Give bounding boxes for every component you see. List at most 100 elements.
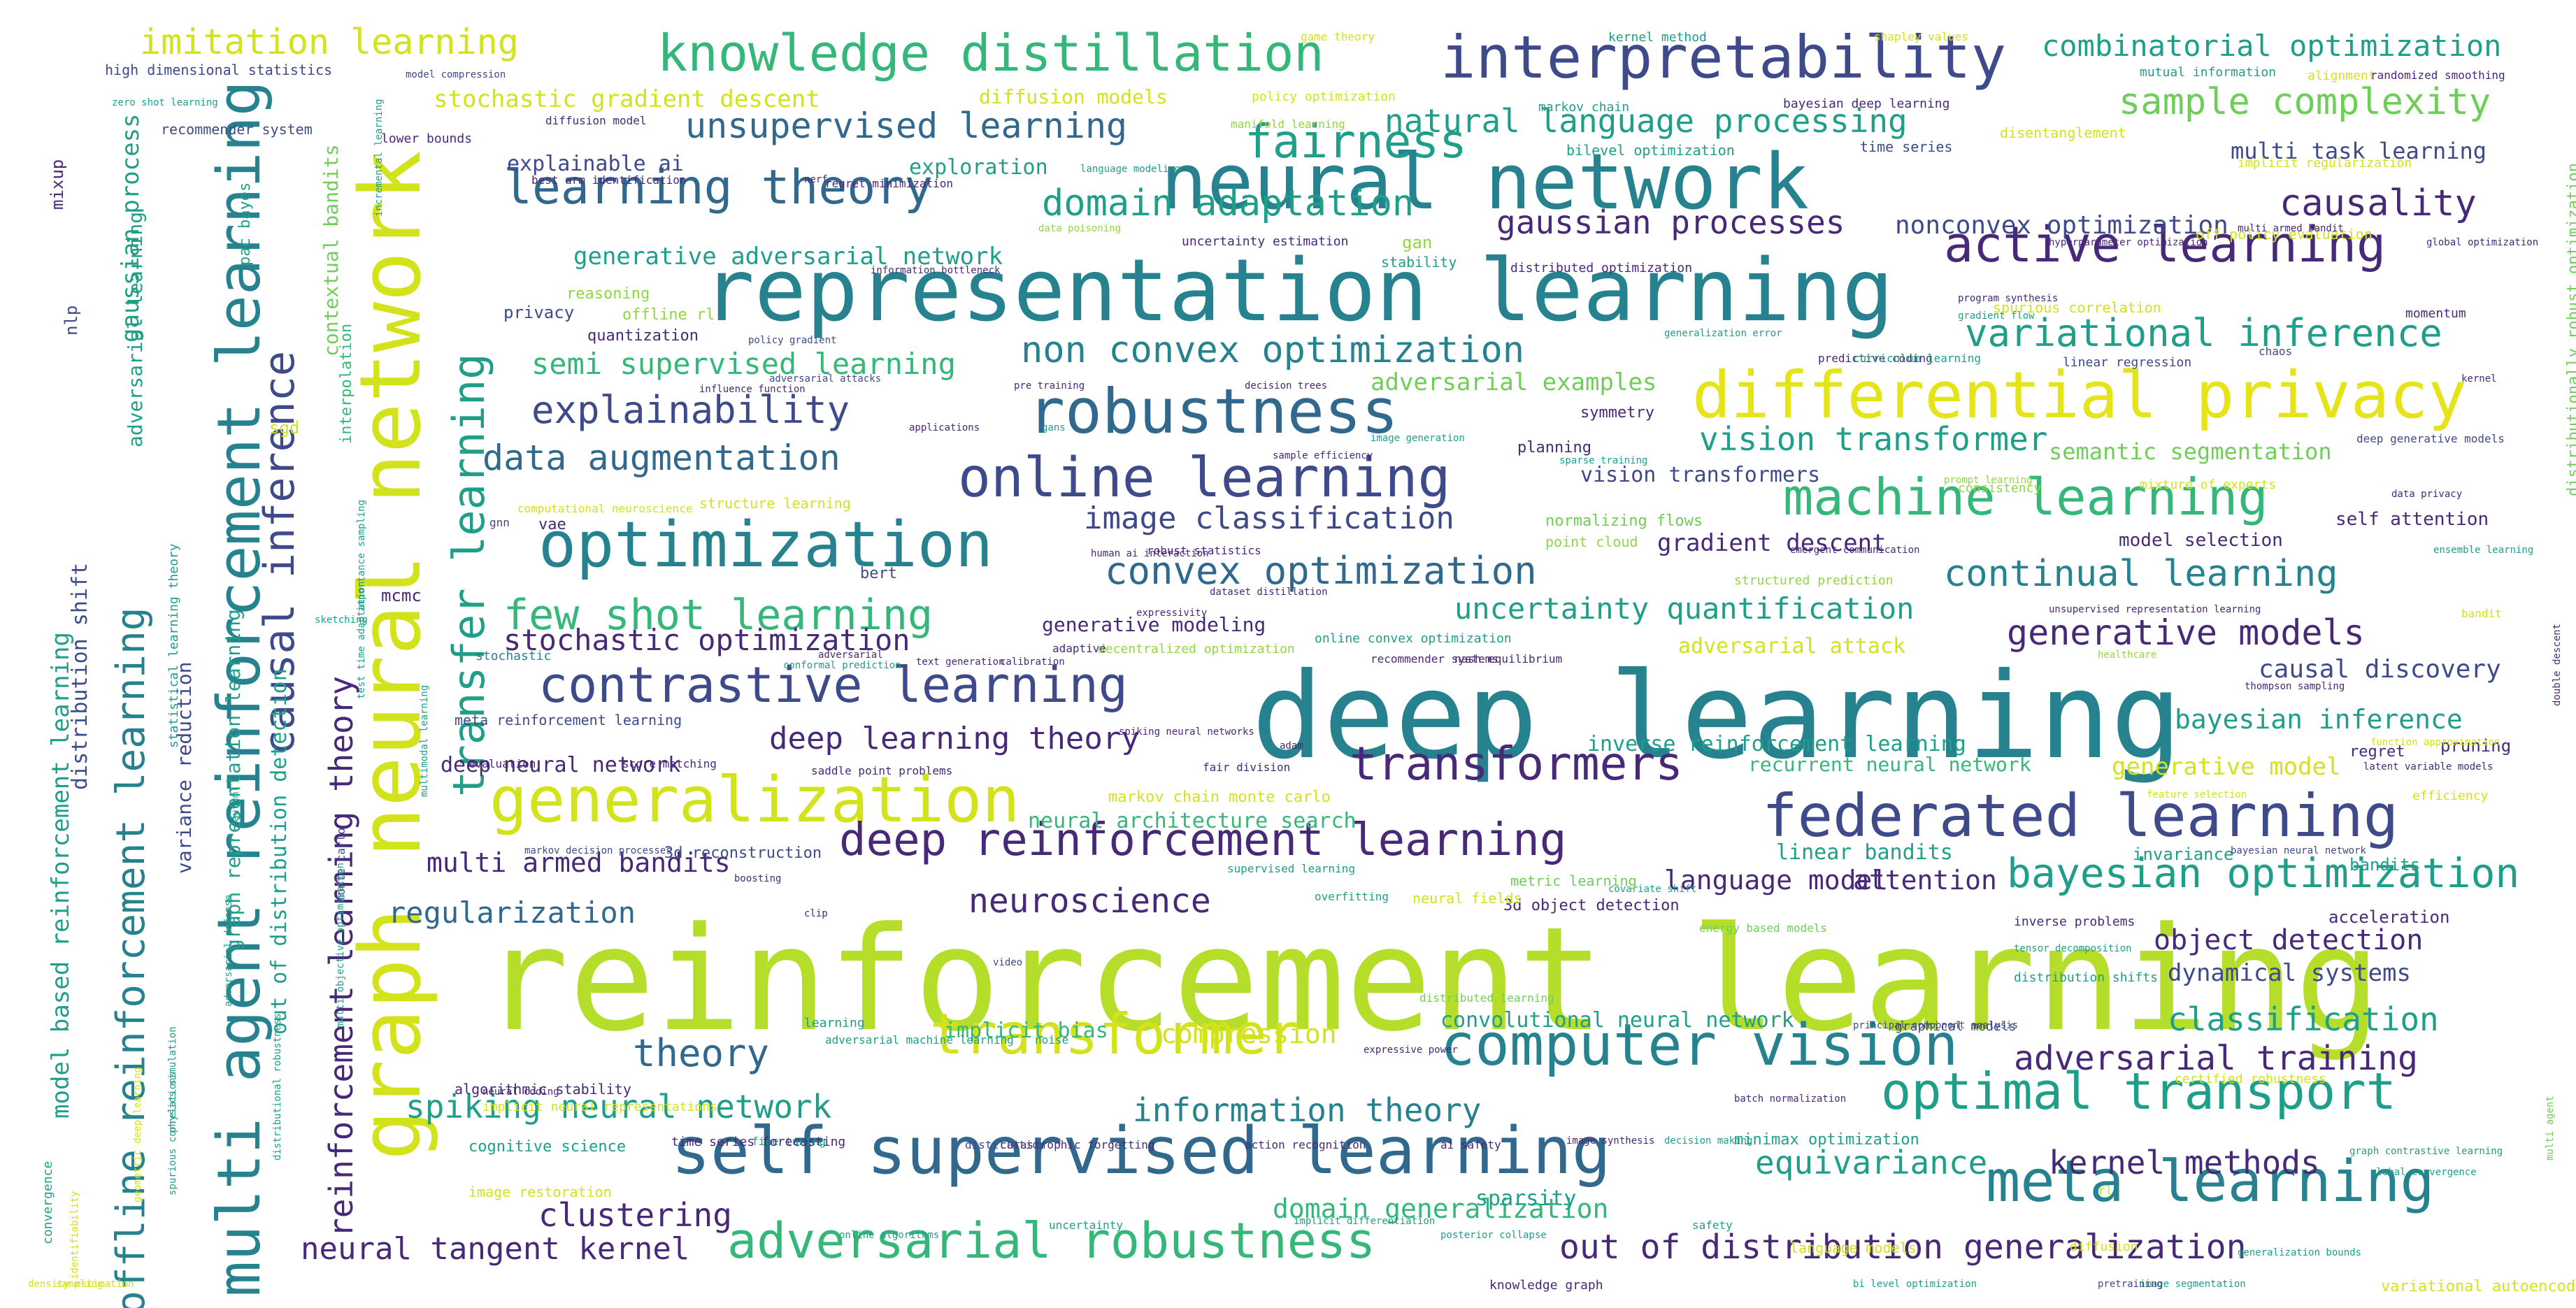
word-cloud-term: online learning (958, 447, 1451, 510)
word-cloud-term: sparsity (1475, 1186, 1577, 1211)
word-cloud-term: neural coding (482, 1086, 559, 1098)
word-cloud-term: adversarial attacks (769, 373, 882, 385)
word-cloud-term: distributional robustness (272, 1013, 283, 1160)
word-cloud-term: self attention (2335, 509, 2489, 530)
word-cloud-term: bilevel optimization (1566, 142, 1735, 159)
word-cloud-term: reasoning (566, 285, 650, 303)
word-cloud-term: pruning (2440, 736, 2512, 756)
word-cloud-term: point cloud (1545, 533, 1638, 550)
word-cloud-term: mixup (48, 159, 67, 210)
word-cloud-term: principal component analysis (1853, 1020, 2019, 1031)
word-cloud-term: spiking neural network (406, 1088, 832, 1126)
word-cloud-term: noise (1035, 1033, 1069, 1047)
word-cloud-term: inverse reinforcement learning (1587, 732, 1966, 756)
word-cloud-term: meta learning (1986, 1149, 2435, 1215)
word-cloud-term: domain adaptation (1042, 182, 1415, 224)
word-cloud-term: combinatorial optimization (2042, 29, 2502, 63)
word-cloud-term: identifiability (69, 1191, 80, 1279)
word-cloud-term: 3d object detection (1503, 897, 1680, 914)
word-cloud-term: semi supervised learning (531, 347, 956, 381)
word-cloud-term: multimodal learning (419, 684, 430, 797)
word-cloud-term: adversarial learning (124, 211, 147, 447)
word-cloud-term: vision transformers (1580, 463, 1821, 487)
word-cloud-term: adversarial machine learning (825, 1033, 1014, 1047)
word-cloud-term: data poisoning (1038, 223, 1122, 234)
word-cloud-term: language model (1664, 865, 1889, 896)
word-cloud-term: high dimensional statistics (105, 62, 333, 78)
word-cloud-term: prompt learning (1944, 475, 2033, 486)
word-cloud-term: consistency (1958, 481, 2042, 496)
word-cloud-term: hyperparameter optimization (2049, 237, 2208, 248)
word-cloud-term: predictive coding (1818, 352, 1933, 365)
word-cloud-term: nash equilibrium (1454, 652, 1563, 666)
word-cloud-term: regret (2349, 743, 2405, 761)
word-cloud-term: decentralized optimization (1098, 642, 1295, 656)
word-cloud-term: global convergence (2370, 1167, 2477, 1178)
word-cloud-term: adversarial training (2014, 1039, 2418, 1078)
word-cloud-term: metric learning (1510, 872, 1637, 889)
word-cloud-term: chaos (2259, 345, 2293, 358)
word-cloud-term: uncertainty quantification (1454, 591, 1915, 626)
word-cloud-term: linear regression (2063, 355, 2192, 370)
word-cloud-term: bert (860, 565, 897, 582)
word-cloud-term: boosting (734, 873, 782, 884)
word-cloud-term: federated learning (1762, 782, 2399, 850)
word-cloud-term: decision making (1664, 1135, 1753, 1147)
word-cloud-term: time series (1860, 138, 1953, 155)
word-cloud-term: sparse training (1559, 455, 1648, 466)
word-cloud-term: uncertainty (1049, 1219, 1123, 1232)
word-cloud-term: incremental learning (373, 99, 385, 217)
word-cloud-term: human ai interaction (1091, 548, 1209, 559)
word-cloud-term: influence function (699, 384, 806, 395)
word-cloud-term: emergent communication (1790, 545, 1920, 556)
word-cloud-term: kernel method (1608, 30, 1707, 45)
word-cloud-term: pretraining (2098, 1279, 2163, 1290)
word-cloud-term: ai safety (1440, 1138, 1501, 1151)
word-cloud-term: gaussian processes (1496, 203, 1845, 241)
word-cloud-term: safety (1692, 1219, 1733, 1232)
word-cloud-term: image segmentation (2140, 1279, 2246, 1290)
word-cloud-term: privacy (503, 303, 575, 322)
word-cloud-term: convex optimization (1105, 549, 1537, 593)
word-cloud-term: overfitting (1315, 890, 1389, 903)
word-cloud-term: 3d reconstruction (664, 845, 822, 862)
word-cloud-term: variational autoencoder (2381, 1278, 2576, 1295)
word-cloud-term: online algorithms (839, 1230, 940, 1241)
word-cloud-term: randomized smoothing (2370, 69, 2505, 82)
word-cloud-term: action recognition (1245, 1138, 1366, 1151)
word-cloud-term: off policy evaluation (2196, 226, 2373, 243)
word-cloud-term: deep learning theory (769, 721, 1140, 756)
word-cloud-term: contrastive learning (538, 656, 1128, 714)
word-cloud-term: symmetry (1580, 404, 1654, 422)
word-cloud-term: gan (1402, 233, 1433, 252)
word-cloud-term: quantization (587, 327, 699, 345)
word-cloud-term: neuroscience (968, 882, 1211, 921)
word-cloud-term: markov chain (1538, 100, 1630, 115)
word-cloud-term: mixture of experts (2140, 477, 2277, 492)
word-cloud-term: offline rl (622, 306, 715, 324)
word-cloud-term: neural fields (1412, 890, 1522, 907)
word-cloud-term: continual learning (1944, 553, 2338, 595)
word-cloud-term: equivariance (1755, 1144, 1988, 1181)
word-cloud-term: feature selection (2147, 789, 2247, 800)
word-cloud-term: stability (1381, 254, 1457, 271)
word-cloud-term: compression (1161, 1019, 1337, 1049)
word-cloud-term: distribution shift (68, 562, 92, 790)
word-cloud-term: diffusion model (545, 114, 647, 127)
word-cloud-term: diffusion (2070, 1239, 2138, 1254)
word-cloud-term: out of distribution generalization (1559, 1228, 2247, 1267)
word-cloud-term: language modeling (1080, 164, 1181, 175)
word-cloud-term: catastrophic forgetting (1000, 1138, 1155, 1151)
word-cloud-term: normalizing flows (1545, 512, 1703, 530)
word-cloud-term: calibration (1000, 656, 1065, 668)
word-cloud-term: tensor decomposition (2014, 943, 2132, 954)
word-cloud-term: attention (1853, 865, 1997, 896)
word-cloud-term: recommender system (161, 121, 313, 138)
word-cloud-term: fair division (1203, 761, 1291, 774)
word-cloud-term: clip (804, 908, 828, 919)
word-cloud-term: sketching (315, 615, 368, 626)
word-cloud-term: multi objective optimization (335, 862, 346, 1028)
word-cloud-term: distillation (965, 1138, 1046, 1151)
word-cloud-term: sampling (56, 1279, 103, 1290)
word-cloud-term: importance sampling (356, 499, 367, 612)
